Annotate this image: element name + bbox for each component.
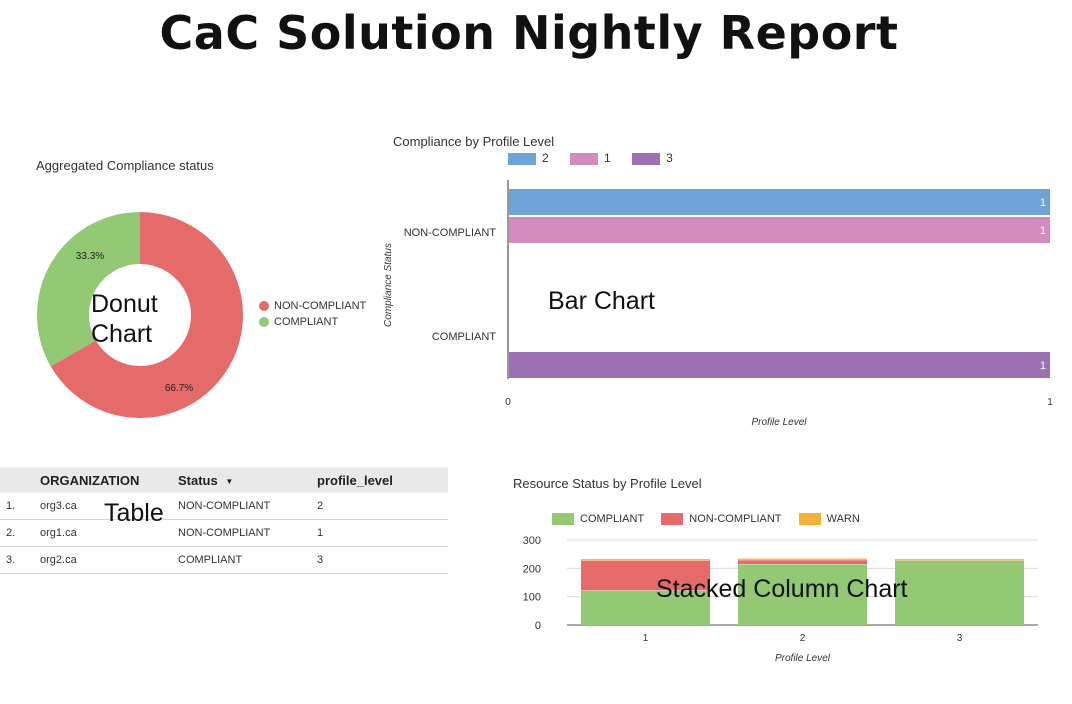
stacked-bar-1-compliant [581,590,710,625]
table-body: 1. org3.ca NON-COMPLIANT 2 2. org1.ca NO… [0,493,448,574]
table-header-status[interactable]: Status ▼ [178,467,317,493]
table-header-row: ORGANIZATION Status ▼ profile_level [0,467,448,493]
stacked-bar-1-warn [581,558,710,561]
data-table: ORGANIZATION Status ▼ profile_level 1. o… [0,467,448,574]
legend-item-non-compliant[interactable]: NON-COMPLIANT [259,300,366,316]
bar-value-label: 1 [1040,197,1046,209]
stacked-x-tick-label: 3 [957,633,963,644]
bar-legend-label-3: 3 [666,151,673,165]
table-cell-profile-level: 2 [317,493,448,520]
stacked-column-chart: 0 100 200 300 1 2 3 Profile Level [523,535,1038,664]
bar-legend-swatch-2 [508,152,536,165]
stacked-bar-3-warn [895,558,1024,561]
bar-non-compliant-series-1 [509,217,1050,243]
bar-legend-label-2: 2 [542,151,549,165]
table-cell-profile-level: 3 [317,546,448,574]
bar-overlay-label: Bar Chart [548,287,655,315]
stacked-legend-item-warn[interactable]: WARN [798,513,860,526]
stacked-y-tick-label: 300 [523,535,541,547]
bar-legend-item-2[interactable]: 2 [508,151,549,165]
bar-x-tick-label: 1 [1047,397,1053,408]
table-cell-index: 3. [0,546,40,574]
stacked-y-tick-label: 100 [523,592,541,604]
legend-swatch-non-compliant [259,301,269,312]
bar-compliant-series-3 [509,352,1050,378]
donut-overlay-line1: Donut [91,290,158,318]
donut-overlay-line2: Chart [91,320,153,348]
bar-y-axis-label: Compliance Status [383,243,394,327]
table-cell-organization: org3.ca [40,493,178,520]
legend-label-compliant: COMPLIANT [274,316,339,328]
bar-category-label: NON-COMPLIANT [404,227,497,239]
stacked-y-tick-label: 0 [535,620,541,632]
table-row[interactable]: 1. org3.ca NON-COMPLIANT 2 [0,493,448,520]
bar-value-label: 1 [1040,360,1046,372]
stacked-legend-swatch-non-compliant [661,513,684,526]
stacked-overlay-label: Stacked Column Chart [656,575,908,603]
donut-chart: 66.7% 33.3% [36,212,243,418]
donut-slice-label: 33.3% [76,251,104,262]
table-row[interactable]: 2. org1.ca NON-COMPLIANT 1 [0,519,448,547]
stacked-bar-2-warn [738,558,867,560]
table-row[interactable]: 3. org2.ca COMPLIANT 3 [0,546,448,574]
donut-chart-title: Aggregated Compliance status [36,158,214,173]
sort-desc-icon[interactable]: ▼ [225,476,234,486]
table-cell-status: NON-COMPLIANT [178,493,317,520]
stacked-legend-label-non-compliant: NON-COMPLIANT [689,513,782,525]
table-cell-organization: org1.ca [40,519,178,547]
stacked-legend-item-non-compliant[interactable]: NON-COMPLIANT [661,513,782,526]
bar-non-compliant-series-2 [509,189,1050,215]
table-cell-index: 2. [0,519,40,547]
table-cell-profile-level: 1 [317,519,448,547]
bar-category-label: COMPLIANT [432,331,496,343]
stacked-legend: COMPLIANT NON-COMPLIANT WARN [552,513,860,526]
table-cell-status: COMPLIANT [178,546,317,574]
legend-swatch-compliant [259,317,269,328]
stacked-chart-title: Resource Status by Profile Level [513,476,702,491]
bar-legend-item-3[interactable]: 3 [632,151,673,165]
donut-overlay-label: Donut Chart [91,289,158,349]
stacked-bar-3-compliant [895,560,1024,625]
stacked-bar-1-non-compliant [581,560,710,591]
stacked-x-tick-label: 2 [800,633,806,644]
stacked-bar-2-compliant [738,564,867,625]
bar-chart: 1 1 NON-COMPLIANT 1 COMPLIANT 0 1 Profile Level… [383,180,1053,428]
table-cell-organization: org2.ca [40,546,178,574]
stacked-legend-swatch-warn [798,513,821,526]
stacked-y-tick-label: 200 [523,563,541,575]
stacked-x-tick-label: 1 [643,633,649,644]
table-header-index [0,467,40,493]
bar-legend-label-1: 1 [604,151,611,165]
page-title: CaC Solution Nightly Report [159,6,899,60]
donut-slice-compliant [36,212,140,367]
bar-legend-item-1[interactable]: 1 [570,151,611,165]
bar-legend: 2 1 3 [508,151,673,165]
stacked-legend-item-compliant[interactable]: COMPLIANT [552,513,645,526]
donut-slice-label: 66.7% [165,383,193,394]
bar-chart-title: Compliance by Profile Level [393,134,555,149]
stacked-legend-label-compliant: COMPLIANT [580,513,645,525]
table-header-organization[interactable]: ORGANIZATION [40,467,178,493]
legend-item-compliant[interactable]: COMPLIANT [259,316,366,332]
bar-x-axis-label: Profile Level [751,417,807,428]
stacked-x-axis-label: Profile Level [775,653,831,664]
stacked-bar-2-non-compliant [738,559,867,565]
legend-label-non-compliant: NON-COMPLIANT [274,300,367,312]
table-cell-index: 1. [0,493,40,520]
stacked-legend-label-warn: WARN [826,513,860,525]
stacked-legend-swatch-compliant [552,513,574,526]
table-header-profile-level[interactable]: profile_level [317,467,448,493]
table-header-status-label: Status [178,472,218,488]
table-overlay-label: Table [104,499,164,527]
table-cell-status: NON-COMPLIANT [178,519,317,547]
bar-value-label: 1 [1040,225,1046,237]
bar-x-tick-label: 0 [505,397,511,408]
donut-slice-non-compliant [50,212,243,418]
bar-legend-swatch-1 [570,152,599,165]
bar-legend-swatch-3 [632,152,661,165]
donut-legend: NON-COMPLIANT COMPLIANT [259,300,366,332]
